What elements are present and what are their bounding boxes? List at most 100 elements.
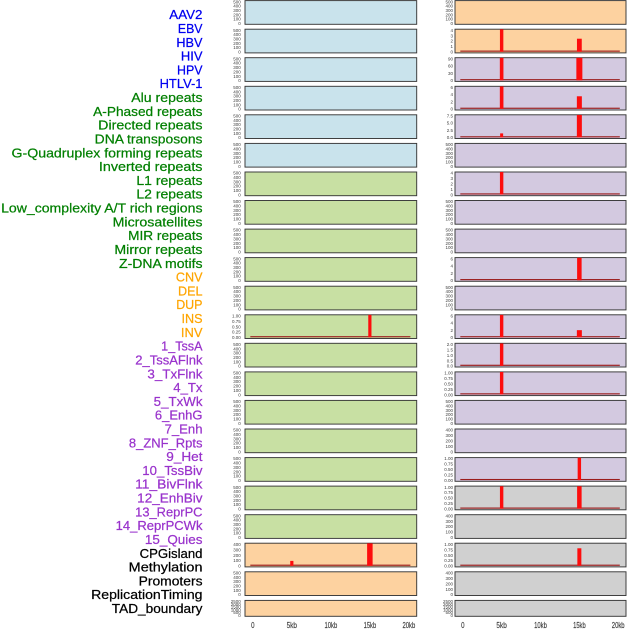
svg-text:0: 0 [238, 535, 241, 540]
svg-text:100: 100 [233, 558, 241, 563]
svg-text:0: 0 [450, 164, 453, 169]
svg-text:100: 100 [445, 530, 453, 535]
svg-text:2: 2 [450, 39, 453, 44]
svg-text:200: 200 [233, 584, 241, 589]
svg-text:100: 100 [233, 188, 241, 193]
svg-text:2000: 2000 [443, 602, 454, 607]
svg-text:300: 300 [233, 294, 241, 299]
svg-text:7.5: 7.5 [447, 113, 454, 118]
svg-text:Methylation: Methylation [129, 561, 203, 575]
svg-text:400: 400 [445, 232, 453, 237]
svg-text:400: 400 [233, 146, 241, 151]
svg-text:200: 200 [445, 155, 453, 160]
svg-text:500: 500 [445, 0, 453, 4]
svg-text:10_TssBiv: 10_TssBiv [142, 464, 203, 478]
svg-text:10kb: 10kb [325, 621, 338, 630]
svg-text:200: 200 [233, 553, 241, 558]
svg-text:100: 100 [233, 274, 241, 279]
svg-text:100: 100 [445, 245, 453, 250]
svg-text:2: 2 [450, 328, 453, 333]
svg-text:1.5: 1.5 [447, 347, 454, 352]
svg-text:200: 200 [233, 269, 241, 274]
svg-text:0: 0 [238, 307, 241, 312]
svg-text:15_Quies: 15_Quies [145, 533, 203, 547]
svg-text:HPV: HPV [177, 63, 203, 77]
svg-text:300: 300 [233, 37, 241, 42]
svg-text:0: 0 [450, 535, 453, 540]
svg-text:0: 0 [450, 221, 453, 226]
svg-text:0: 0 [238, 221, 241, 226]
svg-text:400: 400 [233, 346, 241, 351]
svg-text:400: 400 [233, 575, 241, 580]
svg-text:200: 200 [233, 127, 241, 132]
svg-text:200: 200 [233, 155, 241, 160]
svg-text:400: 400 [233, 375, 241, 380]
svg-text:0: 0 [238, 478, 241, 483]
svg-text:1: 1 [450, 44, 453, 49]
svg-text:4_Tx: 4_Tx [173, 381, 203, 395]
svg-text:0: 0 [450, 78, 453, 83]
svg-text:400: 400 [445, 570, 453, 575]
svg-text:2.5: 2.5 [447, 128, 454, 133]
svg-text:100: 100 [233, 45, 241, 50]
svg-text:DUP: DUP [176, 298, 202, 312]
svg-text:4: 4 [450, 321, 453, 326]
svg-text:400: 400 [233, 118, 241, 123]
svg-text:20kb: 20kb [612, 621, 625, 630]
svg-text:300: 300 [233, 408, 241, 413]
svg-text:13_ReprPC: 13_ReprPC [135, 505, 202, 519]
svg-text:400: 400 [233, 89, 241, 94]
svg-text:0.00: 0.00 [444, 392, 453, 397]
svg-text:0.50: 0.50 [444, 381, 453, 386]
svg-text:500: 500 [445, 199, 453, 204]
svg-text:500: 500 [233, 0, 241, 4]
svg-text:INV: INV [181, 326, 203, 340]
svg-text:4: 4 [450, 28, 453, 33]
svg-text:200: 200 [445, 12, 453, 17]
svg-text:30: 30 [448, 71, 454, 76]
svg-text:0: 0 [238, 421, 241, 426]
svg-text:L1 repeats: L1 repeats [136, 174, 202, 188]
svg-text:400: 400 [233, 403, 241, 408]
svg-text:100: 100 [233, 502, 241, 507]
svg-text:300: 300 [233, 208, 241, 213]
svg-text:200: 200 [233, 98, 241, 103]
svg-text:300: 300 [233, 465, 241, 470]
svg-text:3: 3 [450, 33, 453, 38]
svg-text:200: 200 [233, 212, 241, 217]
svg-text:500: 500 [233, 371, 241, 376]
svg-text:INS: INS [182, 312, 203, 326]
svg-text:4: 4 [450, 92, 453, 97]
svg-text:400: 400 [233, 461, 241, 466]
svg-text:100: 100 [233, 74, 241, 79]
svg-text:200: 200 [233, 69, 241, 74]
svg-text:0.75: 0.75 [444, 376, 453, 381]
svg-text:500: 500 [233, 28, 241, 33]
svg-text:0: 0 [450, 307, 453, 312]
svg-text:0.75: 0.75 [444, 462, 453, 467]
svg-text:200: 200 [233, 298, 241, 303]
svg-text:200: 200 [445, 241, 453, 246]
svg-text:2: 2 [450, 99, 453, 104]
svg-text:200: 200 [233, 41, 241, 46]
svg-text:400: 400 [445, 289, 453, 294]
svg-text:0: 0 [450, 335, 453, 340]
svg-text:100: 100 [233, 474, 241, 479]
svg-text:4: 4 [450, 171, 453, 176]
svg-text:0: 0 [450, 592, 453, 597]
svg-text:300: 300 [233, 236, 241, 241]
svg-text:L2 repeats: L2 repeats [136, 188, 202, 202]
svg-text:HIV: HIV [181, 50, 203, 64]
svg-text:100: 100 [445, 17, 453, 22]
svg-text:7_Enh: 7_Enh [165, 423, 203, 437]
svg-text:0.25: 0.25 [444, 473, 453, 478]
svg-text:500: 500 [445, 610, 453, 615]
svg-text:1500: 1500 [231, 605, 242, 610]
svg-text:0: 0 [238, 392, 241, 397]
svg-text:0: 0 [450, 613, 453, 618]
svg-text:0: 0 [450, 421, 453, 426]
svg-text:6: 6 [450, 85, 453, 90]
svg-text:2.0: 2.0 [447, 342, 454, 347]
svg-text:0: 0 [238, 50, 241, 55]
svg-text:200: 200 [233, 469, 241, 474]
